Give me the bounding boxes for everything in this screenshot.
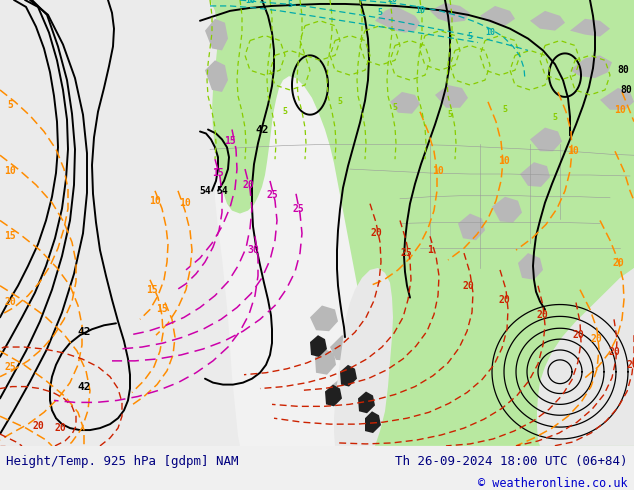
Text: 10: 10 [567,147,579,156]
Polygon shape [365,411,381,433]
Text: 15: 15 [146,285,158,294]
Text: © weatheronline.co.uk: © weatheronline.co.uk [478,477,628,490]
Text: 42: 42 [256,124,269,135]
Text: 15: 15 [212,168,224,178]
Text: 5: 5 [448,110,453,119]
Polygon shape [360,403,382,427]
Text: 10: 10 [245,0,255,5]
Polygon shape [358,392,375,413]
Text: 20: 20 [612,258,624,268]
Polygon shape [520,162,550,187]
Polygon shape [537,268,634,446]
Polygon shape [310,335,327,357]
Polygon shape [315,349,336,375]
Text: 20: 20 [626,360,634,370]
Polygon shape [355,365,380,391]
Polygon shape [210,0,634,446]
Polygon shape [530,11,565,31]
Polygon shape [492,197,522,222]
Text: 20: 20 [242,180,254,190]
Text: 54: 54 [199,186,211,196]
Text: 10: 10 [149,196,161,206]
Text: Th 26-09-2024 18:00 UTC (06+84): Th 26-09-2024 18:00 UTC (06+84) [395,455,628,468]
Text: 20: 20 [4,296,16,307]
Polygon shape [435,85,468,108]
Text: 25: 25 [400,248,412,258]
Polygon shape [325,385,342,406]
Polygon shape [330,379,352,402]
Text: 30: 30 [247,245,259,255]
Text: 20: 20 [498,294,510,305]
Text: 80: 80 [620,85,632,95]
Text: 20: 20 [608,347,620,357]
Polygon shape [330,335,358,361]
Text: 5: 5 [503,105,507,114]
Text: 15: 15 [224,136,236,147]
Polygon shape [205,60,228,92]
Text: 25: 25 [4,362,16,372]
Polygon shape [0,0,634,446]
Polygon shape [518,253,543,280]
Text: 20: 20 [387,0,397,4]
Text: 25: 25 [292,204,304,214]
Text: 10: 10 [485,28,495,37]
Text: 5: 5 [377,8,382,17]
Polygon shape [375,6,420,33]
Text: 54: 54 [216,186,228,196]
Text: Height/Temp. 925 hPa [gdpm] NAM: Height/Temp. 925 hPa [gdpm] NAM [6,455,239,468]
Polygon shape [310,305,338,331]
Polygon shape [430,3,470,23]
Polygon shape [570,55,612,78]
Text: 10: 10 [415,6,425,15]
Polygon shape [205,19,228,50]
Text: 5: 5 [7,100,13,110]
Text: 20: 20 [370,228,382,238]
Polygon shape [530,127,562,151]
Text: 10: 10 [179,197,191,208]
Polygon shape [334,268,393,446]
Text: 10: 10 [614,105,626,115]
Polygon shape [600,88,634,110]
Polygon shape [390,92,420,114]
Text: 10: 10 [432,166,444,176]
Text: 20: 20 [572,330,584,340]
Text: 10: 10 [498,156,510,166]
Text: 15: 15 [4,231,16,241]
Text: 5: 5 [283,107,287,116]
Text: 5: 5 [467,32,472,41]
Polygon shape [480,6,515,25]
Text: 5: 5 [337,98,342,106]
Text: 20: 20 [536,310,548,320]
Text: 25: 25 [266,190,278,200]
Text: 20: 20 [54,423,66,433]
Text: 20: 20 [462,281,474,291]
Text: 5: 5 [392,103,398,112]
Polygon shape [340,365,357,387]
Text: 10: 10 [4,166,16,176]
Text: 80: 80 [617,65,629,75]
Text: 20: 20 [32,421,44,431]
Text: 20: 20 [590,334,602,344]
Polygon shape [458,214,485,240]
Text: 42: 42 [77,382,91,392]
Text: 42: 42 [77,327,91,337]
Text: 15: 15 [156,304,168,315]
Polygon shape [0,0,240,446]
Text: 5: 5 [552,113,557,122]
Text: 5: 5 [287,0,292,9]
Polygon shape [570,19,610,37]
Text: 1: 1 [427,245,433,255]
